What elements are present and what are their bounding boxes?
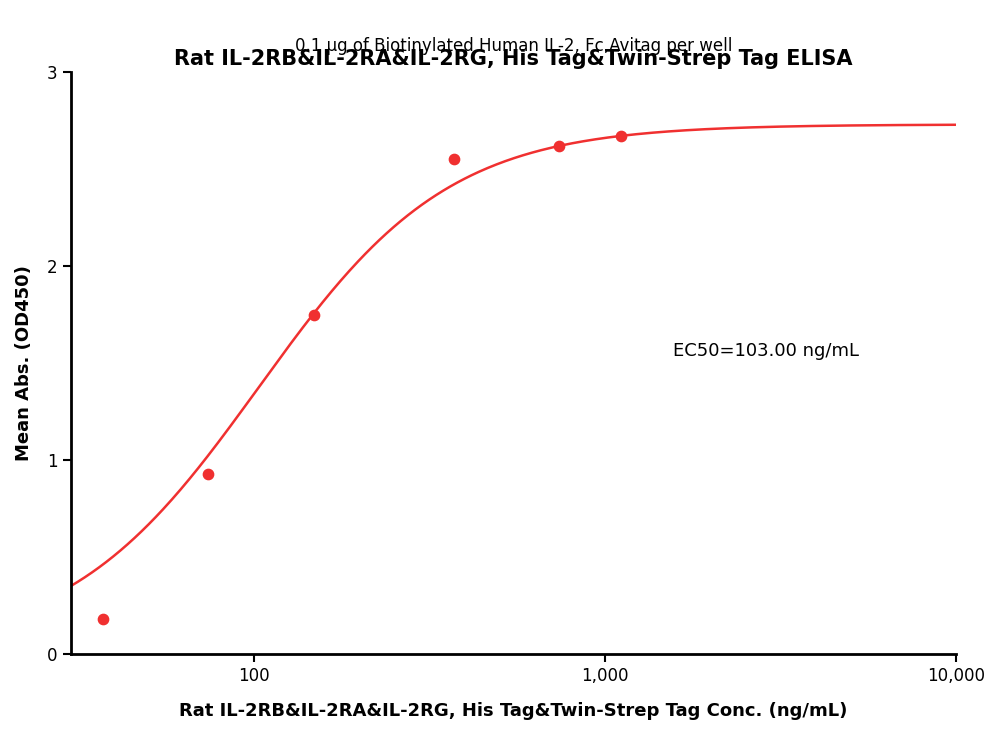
Title: Rat IL-2RB&IL-2RA&IL-2RG, His Tag&Twin-Strep Tag ELISA: Rat IL-2RB&IL-2RA&IL-2RG, His Tag&Twin-S… bbox=[174, 49, 853, 69]
Text: 0.1 μg of Biotinylated Human IL-2, Fc,Avitag per well: 0.1 μg of Biotinylated Human IL-2, Fc,Av… bbox=[295, 37, 732, 54]
Point bbox=[446, 154, 462, 165]
Text: EC50=103.00 ng/mL: EC50=103.00 ng/mL bbox=[673, 343, 859, 360]
Point bbox=[551, 140, 567, 151]
Point bbox=[306, 309, 322, 320]
Y-axis label: Mean Abs. (OD450): Mean Abs. (OD450) bbox=[15, 265, 33, 461]
Point bbox=[95, 613, 111, 625]
Point bbox=[613, 130, 629, 142]
Point bbox=[200, 467, 216, 479]
X-axis label: Rat IL-2RB&IL-2RA&IL-2RG, His Tag&Twin-Strep Tag Conc. (ng/mL): Rat IL-2RB&IL-2RA&IL-2RG, His Tag&Twin-S… bbox=[179, 702, 848, 720]
